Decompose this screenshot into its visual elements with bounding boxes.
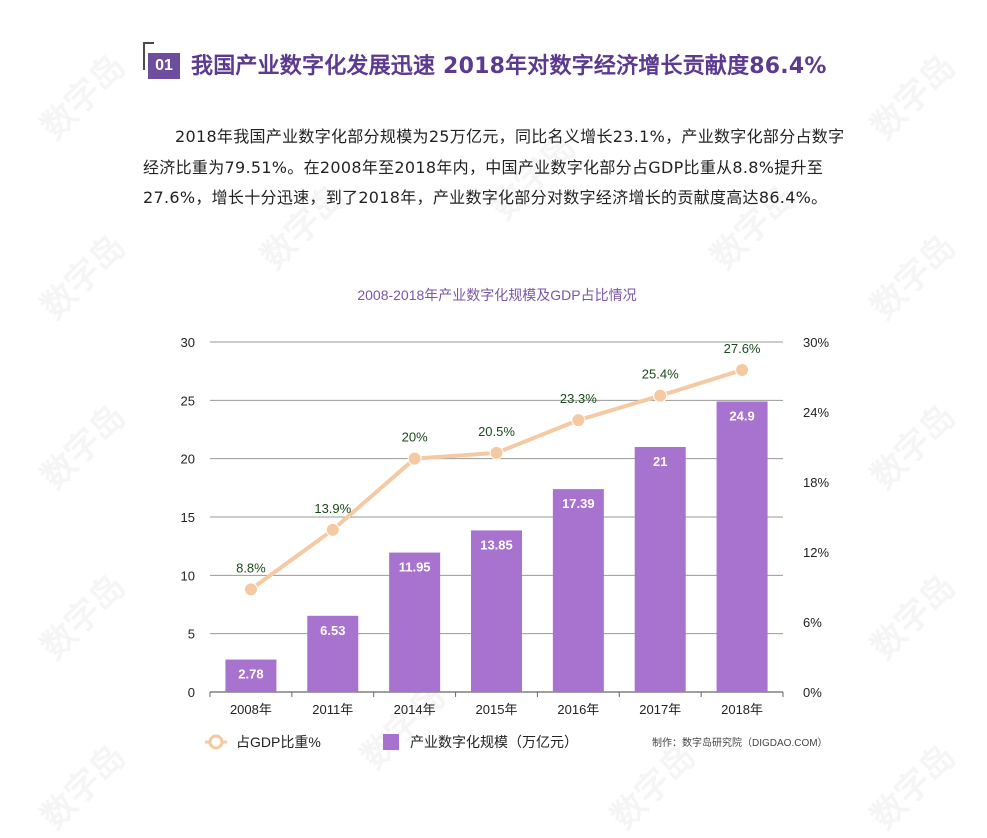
bar	[552, 489, 604, 692]
x-axis-tick-label: 2014年	[394, 702, 436, 717]
badge-corner-decoration	[143, 42, 154, 70]
bar-value-label: 2.78	[238, 667, 263, 682]
x-axis-tick-label: 2016年	[557, 702, 599, 717]
y-axis-tick-label: 0	[188, 685, 195, 700]
gdp-share-point	[489, 445, 504, 460]
y-axis-tick-label: 15	[181, 510, 195, 525]
y-axis-tick-label: 10	[181, 568, 195, 583]
legend-bar-label: 产业数字化规模（万亿元）	[410, 734, 578, 750]
gdp-share-label: 23.3%	[560, 391, 597, 406]
y2-axis-tick-label: 24%	[803, 405, 829, 420]
bar	[634, 447, 686, 692]
bar-value-label: 21	[653, 454, 667, 469]
x-axis-tick-label: 2015年	[476, 702, 518, 717]
legend-line-marker	[208, 734, 224, 750]
y2-axis-tick-label: 0%	[803, 685, 822, 700]
gdp-share-point	[735, 363, 750, 377]
y2-axis-tick-label: 12%	[803, 545, 829, 560]
bar-value-label: 6.53	[320, 623, 345, 638]
gdp-share-label: 13.9%	[314, 501, 351, 516]
bar-value-label: 11.95	[399, 560, 431, 575]
bar	[389, 552, 441, 692]
gdp-share-label: 27.6%	[724, 341, 761, 356]
chart-source: 制作：数字岛研究院（DIGDAO.COM）	[652, 736, 828, 749]
x-axis-tick-label: 2017年	[639, 702, 681, 717]
combo-chart: 2008-2018年产业数字化规模及GDP占比情况 0 5 10 15 20 25 30 0% 6…	[181, 287, 829, 750]
gdp-share-point	[407, 451, 422, 466]
gdp-share-label: 8.8%	[236, 560, 266, 575]
y2-axis-tick-label: 18%	[803, 475, 829, 490]
x-axis-tick-label: 2018年	[721, 702, 763, 717]
y2-axis-tick-label: 6%	[803, 615, 822, 630]
y-axis-tick-label: 20	[181, 452, 195, 467]
y-axis-tick-label: 5	[188, 627, 195, 642]
gdp-share-point	[571, 413, 586, 428]
bar	[716, 401, 768, 692]
x-axis-tick-label: 2008年	[230, 702, 272, 717]
section-title: 我国产业数字化发展迅速 2018年对数字经济增长贡献度86.4%	[191, 54, 827, 79]
legend-bar-swatch	[383, 734, 399, 750]
gdp-share-label: 20%	[402, 430, 428, 445]
gdp-share-point	[653, 388, 668, 403]
bar-value-label: 17.39	[562, 496, 595, 511]
y2-axis-tick-label: 30%	[803, 335, 829, 350]
bar-value-label: 24.9	[729, 409, 754, 424]
y-axis-tick-label: 30	[181, 335, 195, 350]
bar	[471, 530, 522, 692]
bar	[225, 659, 277, 692]
chart-title: 2008-2018年产业数字化规模及GDP占比情况	[357, 287, 636, 303]
gdp-share-point	[243, 582, 258, 597]
x-axis-tick-label: 2011年	[312, 702, 353, 717]
body-paragraph: 2018年我国产业数字化部分规模为25万亿元，同比名义增长23.1%，产业数字化…	[143, 127, 845, 207]
gdp-share-label: 20.5%	[478, 424, 515, 439]
bar-value-label: 13.85	[480, 537, 513, 552]
section-number-badge: 01	[148, 53, 180, 79]
bar	[307, 615, 359, 692]
y-axis-tick-label: 25	[181, 393, 195, 408]
gdp-share-point	[325, 522, 340, 537]
gdp-share-label: 25.4%	[642, 367, 679, 382]
legend-line-label: 占GDP比重%	[236, 734, 321, 750]
